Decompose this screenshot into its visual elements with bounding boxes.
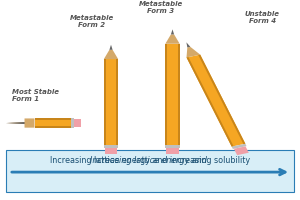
Polygon shape (187, 47, 200, 57)
Text: Increasing lattice energy and increasing solubility: Increasing lattice energy and increasing… (50, 156, 250, 165)
Polygon shape (71, 118, 74, 128)
Polygon shape (74, 119, 81, 127)
Polygon shape (171, 29, 174, 34)
Text: Increasing lattice energy and: Increasing lattice energy and (90, 156, 210, 165)
Text: Most Stable
Form 1: Most Stable Form 1 (12, 89, 59, 102)
Polygon shape (34, 118, 71, 120)
Polygon shape (6, 118, 34, 128)
Polygon shape (165, 44, 167, 145)
Polygon shape (165, 145, 180, 148)
Polygon shape (165, 44, 180, 145)
Text: Metastable
Form 3: Metastable Form 3 (138, 1, 183, 14)
Polygon shape (187, 57, 234, 147)
Polygon shape (198, 55, 245, 144)
Text: Unstable
Form 4: Unstable Form 4 (245, 11, 280, 24)
Polygon shape (6, 122, 25, 124)
Polygon shape (105, 148, 117, 154)
Polygon shape (104, 59, 106, 145)
Polygon shape (104, 50, 118, 59)
Polygon shape (186, 42, 190, 47)
Polygon shape (165, 34, 180, 44)
Polygon shape (232, 144, 247, 149)
Polygon shape (234, 146, 249, 155)
Polygon shape (34, 126, 71, 128)
Polygon shape (187, 55, 245, 147)
Polygon shape (34, 118, 71, 128)
Polygon shape (104, 59, 118, 145)
Polygon shape (110, 45, 112, 50)
Polygon shape (104, 145, 118, 148)
Polygon shape (116, 59, 118, 145)
Polygon shape (167, 148, 178, 154)
Polygon shape (178, 44, 180, 145)
Text: Metastable
Form 2: Metastable Form 2 (69, 15, 114, 28)
FancyBboxPatch shape (6, 150, 294, 192)
